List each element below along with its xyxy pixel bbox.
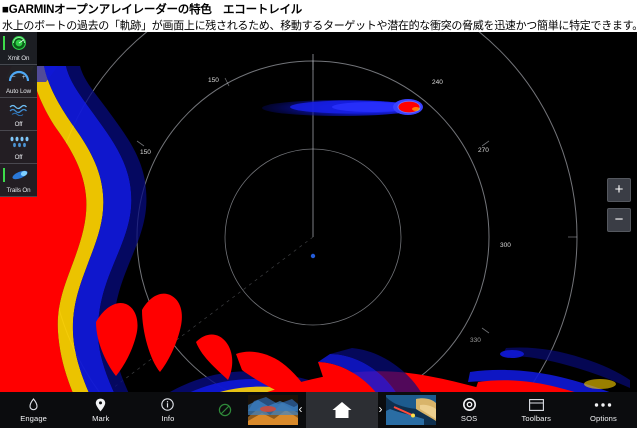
sidebar-item-echo-trails[interactable]: Trails On xyxy=(0,164,37,197)
transmit-active-accent xyxy=(3,36,5,50)
sos-lifering-icon xyxy=(462,397,476,412)
home-icon xyxy=(332,402,352,418)
toolbar-thumbnail-prev-page[interactable]: ‹ xyxy=(247,392,306,428)
sidebar-label-sea-clutter: Off xyxy=(14,121,23,128)
trails-active-accent xyxy=(3,168,5,182)
sidebar-label-gain: Auto Low xyxy=(6,88,31,95)
prev-page-chevron-icon[interactable]: ‹ xyxy=(298,402,303,416)
toolbar-thumbnail-next-page[interactable]: › xyxy=(378,392,436,428)
radar-display[interactable]: 150 180 240 270 300 330 150 45 xyxy=(0,32,637,428)
chartplotter-screen: 150 180 240 270 300 330 150 45 xyxy=(0,32,637,428)
svg-text:–: – xyxy=(12,74,16,80)
toolbar-label-options: Options xyxy=(590,414,617,423)
toolbar-item-info[interactable]: Info xyxy=(134,392,201,428)
gain-dial-icon: – + xyxy=(0,67,37,85)
rain-clutter-icon xyxy=(0,133,37,151)
caption-title: ■GARMINオープンアレイレーダーの特色 エコートレイル xyxy=(2,4,303,16)
echo-trail-icon xyxy=(0,166,37,184)
sidebar-item-sea-clutter[interactable]: Off xyxy=(0,98,37,131)
caption-block: ■GARMINオープンアレイレーダーの特色 エコートレイル 水上のボートの過去の… xyxy=(0,0,640,32)
svg-text:150: 150 xyxy=(140,149,151,156)
svg-text:300: 300 xyxy=(500,242,511,249)
zoom-in-button[interactable]: + xyxy=(607,178,631,202)
radar-control-sidebar: Xmit On – + Auto Low xyxy=(0,32,37,197)
toolbar-item-sos[interactable]: SOS xyxy=(436,392,503,428)
next-page-chevron-icon[interactable]: › xyxy=(378,402,383,416)
toolbar-label-toolbars: Toolbars xyxy=(521,414,552,423)
next-page-preview xyxy=(385,395,436,425)
svg-text:240: 240 xyxy=(432,79,443,86)
sidebar-item-rain-clutter[interactable]: Off xyxy=(0,131,37,164)
toolbars-panel-icon xyxy=(528,397,544,412)
zoom-out-button[interactable]: − xyxy=(607,208,631,232)
prev-page-preview xyxy=(247,395,298,425)
waypoint-pin-icon xyxy=(95,397,106,412)
no-transmit-icon xyxy=(218,403,231,417)
toolbar-item-no-transmit-indicator[interactable] xyxy=(202,392,248,428)
caption-body: 水上のボートの過去の「軌跡」が画面上に残されるため、移動するターゲットや潜在的な… xyxy=(2,20,640,32)
toolbar-item-mark[interactable]: Mark xyxy=(67,392,134,428)
toolbar-item-toolbars[interactable]: Toolbars xyxy=(503,392,570,428)
autopilot-icon xyxy=(27,397,40,412)
sidebar-label-echo-trails: Trails On xyxy=(6,187,31,194)
toolbar-label-engage: Engage xyxy=(20,414,47,423)
svg-text:330: 330 xyxy=(470,337,481,344)
svg-text:150: 150 xyxy=(208,77,219,84)
sidebar-item-gain[interactable]: – + Auto Low xyxy=(0,65,37,98)
toolbar-home-button[interactable] xyxy=(305,392,378,428)
overflow-dots-icon xyxy=(594,397,612,412)
echo-trail-target xyxy=(262,99,423,116)
svg-text:270: 270 xyxy=(478,147,489,154)
sea-clutter-icon xyxy=(0,100,37,118)
radar-echo-canvas: 150 180 240 270 300 330 150 45 xyxy=(0,32,637,428)
svg-text:+: + xyxy=(22,75,26,81)
sidebar-item-transmit[interactable]: Xmit On xyxy=(0,32,37,65)
toolbar-item-engage[interactable]: Engage xyxy=(0,392,67,428)
toolbar-label-info: Info xyxy=(161,414,175,423)
bottom-toolbar: Engage Mark xyxy=(0,392,637,428)
toolbar-item-options[interactable]: Options xyxy=(570,392,637,428)
radar-dome-icon xyxy=(0,34,37,52)
toolbar-label-sos: SOS xyxy=(460,414,478,423)
zoom-controls: + − xyxy=(607,178,631,238)
sidebar-label-transmit: Xmit On xyxy=(7,55,30,62)
info-circle-icon xyxy=(161,397,175,412)
sidebar-label-rain-clutter: Off xyxy=(14,154,23,161)
toolbar-label-mark: Mark xyxy=(92,414,110,423)
